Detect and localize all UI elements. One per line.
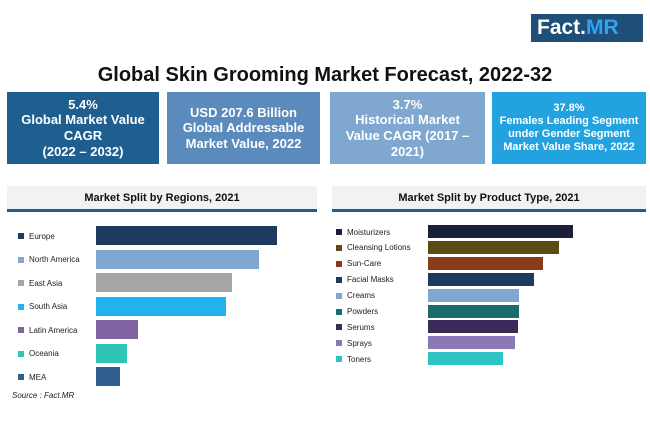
kpi-line: Market Value Share, 2022	[503, 141, 635, 154]
kpi-female-share: 37.8% Females Leading Segment under Gend…	[492, 92, 646, 164]
product-chart-title: Market Split by Product Type, 2021	[332, 186, 646, 212]
legend-label: South Asia	[29, 302, 68, 311]
kpi-line: Market Value, 2022	[185, 135, 302, 151]
kpi-historical-cagr: 3.7% Historical Market Value CAGR (2017 …	[330, 92, 485, 164]
bar	[96, 320, 138, 339]
legend-item: Latin America	[18, 323, 77, 337]
legend-item: Serums	[336, 320, 375, 334]
legend-label: Facial Masks	[347, 275, 394, 285]
kpi-line: 3.7%	[392, 96, 423, 112]
legend-swatch	[336, 244, 342, 251]
kpi-line: CAGR	[63, 128, 103, 143]
legend-item: Oceania	[18, 347, 59, 361]
bar	[428, 304, 520, 318]
legend-swatch	[336, 229, 342, 235]
bar	[96, 273, 232, 292]
legend-swatch	[18, 350, 24, 357]
legend-item: Sun-Care	[336, 257, 381, 271]
legend-item: North America	[18, 253, 80, 267]
kpi-line: 2021)	[390, 143, 425, 159]
legend-item: Moisturizers	[336, 225, 390, 239]
legend-swatch	[336, 292, 342, 299]
legend-swatch	[18, 374, 24, 380]
logo-fact-text: Fact.	[537, 16, 587, 39]
bar	[428, 352, 504, 366]
legend-label: Toners	[347, 354, 372, 364]
kpi-line: 37.8%	[553, 101, 585, 114]
legend-swatch	[18, 303, 24, 310]
bar	[428, 256, 543, 270]
legend-label: Moisturizers	[347, 227, 391, 237]
legend-label: Powders	[347, 307, 379, 316]
legend-swatch	[336, 356, 342, 363]
legend-label: Europe	[29, 231, 55, 241]
legend-item: Cleansing Lotions	[336, 241, 411, 255]
bar	[96, 367, 120, 386]
bar	[96, 296, 227, 316]
kpi-market-value: USD 207.6 Billion Global Addressable Mar…	[167, 92, 320, 164]
legend-item: Europe	[18, 229, 55, 243]
source-note: Source : Fact.MR	[12, 391, 75, 400]
bar	[428, 320, 518, 334]
legend-swatch	[336, 340, 342, 347]
bar	[428, 240, 559, 254]
kpi-line: 5.4%	[68, 96, 98, 112]
legend-label: North America	[29, 255, 80, 264]
kpi-cagr-forecast: 5.4% Global Market Value CAGR (2022 – 20…	[7, 92, 159, 164]
bar	[96, 343, 127, 363]
legend-swatch	[336, 260, 342, 267]
bar	[96, 249, 259, 269]
legend-swatch	[18, 327, 24, 333]
kpi-line: Historical Market	[355, 112, 460, 128]
legend-label: MEA	[29, 372, 47, 382]
legend-swatch	[18, 280, 24, 286]
legend-label: Latin America	[29, 325, 78, 335]
legend-swatch	[336, 308, 342, 315]
legend-label: Sprays	[347, 338, 372, 348]
bar	[428, 288, 520, 302]
bar	[96, 226, 277, 245]
bar	[428, 336, 515, 350]
kpi-line: under Gender Segment	[508, 128, 630, 140]
legend-swatch	[18, 233, 24, 239]
legend-label: Serums	[347, 322, 375, 332]
fact-mr-logo: Fact. MR	[531, 14, 643, 42]
legend-item: Sprays	[336, 336, 372, 350]
legend-swatch	[336, 324, 342, 331]
regions-chart-title: Market Split by Regions, 2021	[7, 186, 317, 212]
kpi-line: Females Leading Segment	[499, 114, 639, 127]
kpi-line: USD 207.6 Billion	[190, 104, 297, 120]
kpi-line: Global Addressable	[182, 120, 305, 136]
legend-swatch	[336, 276, 342, 283]
kpi-line: (2022 – 2032)	[42, 143, 124, 159]
legend-item: South Asia	[18, 300, 67, 314]
kpi-line: Value CAGR (2017 –	[345, 128, 470, 143]
legend-item: East Asia	[18, 276, 62, 290]
legend-item: Toners	[336, 352, 371, 366]
legend-label: Sun-Care	[347, 259, 382, 269]
legend-label: East Asia	[29, 278, 63, 288]
kpi-line: Global Market Value	[21, 112, 145, 128]
legend-label: Oceania	[29, 349, 59, 358]
legend-label: Creams	[347, 291, 376, 301]
legend-label: Cleansing Lotions	[347, 243, 411, 253]
bar	[428, 272, 534, 286]
chart-main-title: Global Skin Grooming Market Forecast, 20…	[97, 64, 553, 86]
legend-item: MEA	[18, 370, 46, 384]
legend-item: Facial Masks	[336, 273, 394, 287]
legend-item: Powders	[336, 305, 378, 319]
legend-swatch	[18, 256, 24, 263]
bar	[428, 225, 573, 238]
logo-mr-text: MR	[586, 16, 619, 39]
legend-item: Creams	[336, 289, 375, 303]
